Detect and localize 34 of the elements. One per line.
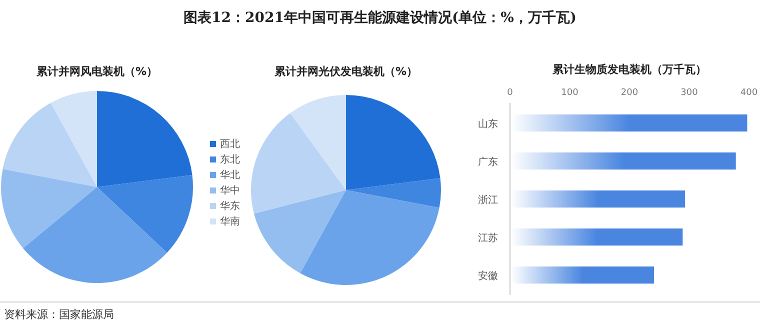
pie-slice: [300, 190, 440, 285]
pie-slice: [254, 190, 346, 274]
bar: [511, 266, 654, 284]
chart-title: 累计并网风电装机（%）: [35, 65, 158, 78]
legend-label: 西北: [220, 138, 240, 150]
y-tick-label: 浙江: [478, 194, 498, 206]
pie-slice: [251, 113, 346, 214]
x-tick-label: 300: [680, 88, 698, 98]
legend-label: 华北: [220, 169, 240, 181]
pie-slice: [290, 95, 346, 190]
pie-slice: [2, 102, 97, 187]
legend-label: 东北: [220, 154, 240, 166]
pie-slice: [97, 174, 193, 253]
chart-subtitle: 累计并网光伏发电装机（%）: [273, 65, 418, 78]
x-tick-label: 200: [620, 88, 638, 98]
y-tick-label: 广东: [478, 156, 498, 168]
legend-label: 华中: [220, 184, 240, 196]
chart-title: 图表12：2021年中国可再生能源建设情况(单位：%，万千瓦): [184, 9, 576, 26]
pie-slice: [50, 91, 97, 187]
pie-slice: [23, 187, 167, 283]
x-tick-label: 400: [740, 88, 758, 98]
pie-slice: [97, 91, 192, 187]
y-tick-label: 江苏: [478, 232, 498, 244]
x-tick-label: 100: [561, 88, 579, 98]
pie-slice: [346, 95, 440, 190]
legend-label: 华南: [220, 216, 240, 228]
pie-slice: [346, 178, 441, 208]
y-tick-label: 山东: [478, 118, 498, 130]
y-tick-label: 安徽: [478, 270, 498, 282]
legend-label: 华东: [220, 200, 240, 212]
x-tick-label: 0: [507, 88, 514, 98]
text: 资料来源：国家能源局: [4, 308, 114, 321]
chart-title: 累计生物质发电装机（万千瓦）: [552, 63, 706, 76]
pie-slice: [1, 169, 97, 248]
